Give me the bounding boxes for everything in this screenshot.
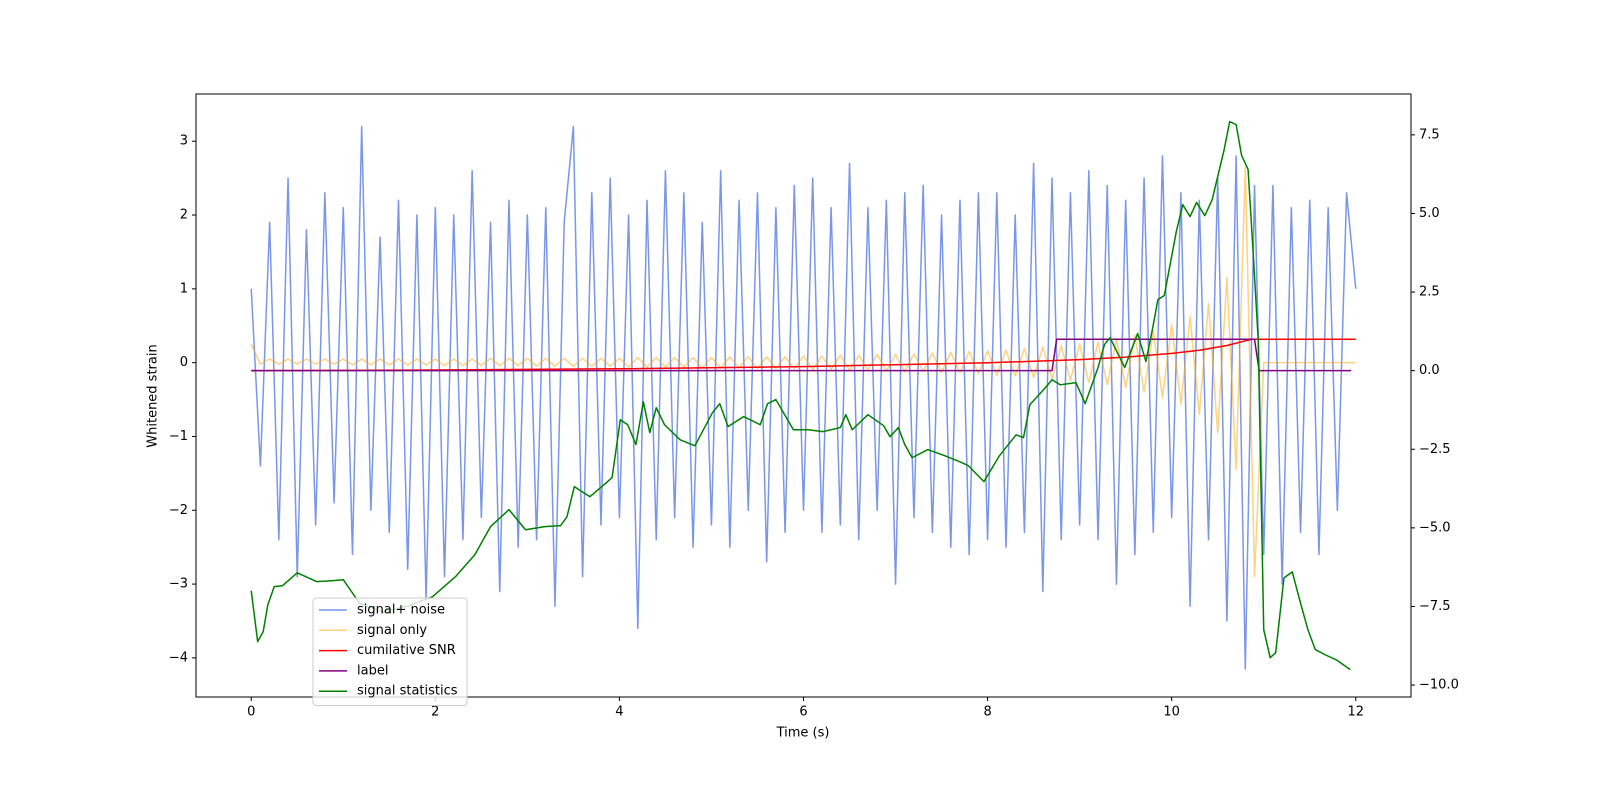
- y-tick-label: 2: [180, 208, 188, 223]
- series-line: [250, 166, 1356, 578]
- x-tick-label: 8: [983, 705, 991, 720]
- y-tick-label: 0: [180, 355, 188, 370]
- y2-tick-label: −2.5: [1419, 442, 1451, 457]
- y-axis-label: Whitened strain: [146, 344, 161, 447]
- y2-tick-label: −5.0: [1419, 520, 1451, 535]
- y-tick-label: 3: [180, 134, 188, 149]
- y2-tick-label: 5.0: [1419, 206, 1440, 221]
- y2-tick-label: 2.5: [1419, 285, 1440, 300]
- x-tick-label: 12: [1347, 705, 1364, 720]
- y-tick-label: −4: [169, 650, 188, 665]
- legend-label: signal+ noise: [357, 603, 445, 618]
- y-tick-label: 1: [180, 281, 188, 296]
- x-axis-label: Time (s): [776, 726, 830, 741]
- x-tick-label: 10: [1163, 705, 1180, 720]
- series-line: [250, 120, 1351, 671]
- y2-tick-label: 7.5: [1419, 127, 1440, 142]
- x-tick-label: 0: [247, 705, 255, 720]
- legend-label: label: [357, 663, 388, 678]
- legend-box: [312, 597, 468, 706]
- y2-tick-label: −10.0: [1419, 678, 1459, 693]
- series-line: [251, 338, 1352, 372]
- legend-label: signal statistics: [357, 684, 458, 699]
- y-tick-label: −1: [169, 429, 188, 444]
- x-tick-label: 2: [431, 705, 439, 720]
- legend-label: cumilative SNR: [357, 643, 456, 658]
- x-tick-label: 4: [615, 705, 623, 720]
- y-tick-label: −2: [169, 503, 188, 518]
- series-line: [250, 125, 1357, 670]
- legend-label: signal only: [357, 623, 427, 638]
- legend: signal+ noise signal only cumilative SNR la…: [312, 597, 468, 706]
- y2-tick-label: 0.0: [1419, 363, 1440, 378]
- series-line: [251, 338, 1356, 372]
- y-tick-label: −3: [169, 577, 188, 592]
- plot: [250, 120, 1357, 671]
- y2-tick-label: −7.5: [1419, 599, 1451, 614]
- x-tick-label: 6: [799, 705, 807, 720]
